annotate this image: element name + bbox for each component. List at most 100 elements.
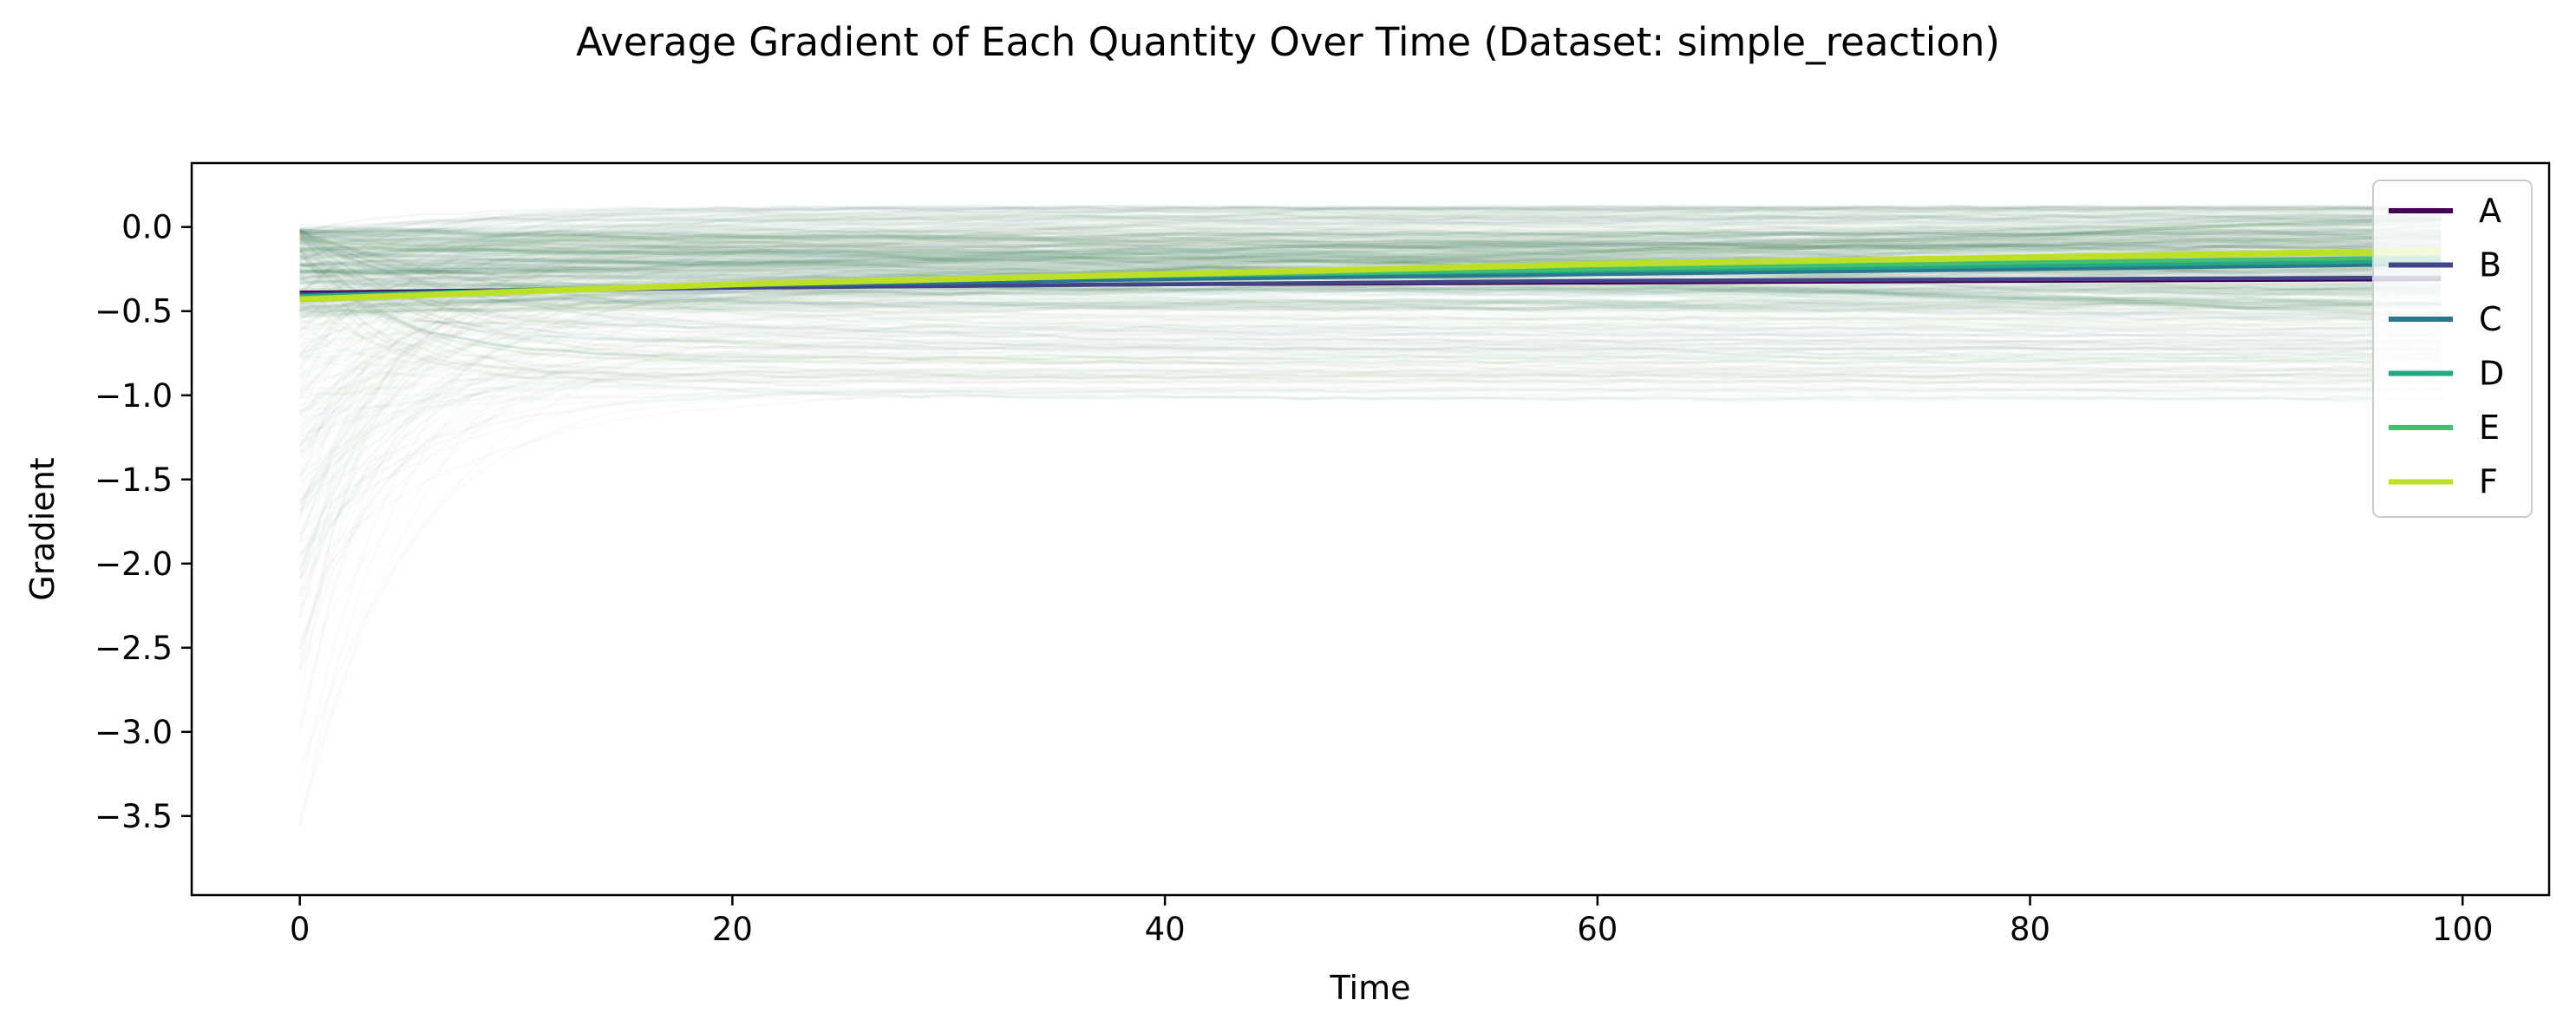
trajectory-line	[299, 231, 2442, 313]
trajectory-line	[299, 204, 2442, 244]
trajectory-line	[299, 236, 2442, 274]
trajectory-line	[299, 207, 2442, 237]
trajectory-line	[299, 287, 2442, 296]
trajectory-line	[299, 280, 2442, 305]
trajectory-line	[299, 232, 2442, 251]
trajectory-line	[298, 249, 2442, 335]
trajectory-line	[299, 225, 2442, 242]
trajectory-line	[299, 227, 2442, 244]
trajectory-line	[298, 231, 2442, 332]
trajectory-line	[299, 216, 2442, 262]
trajectory-line	[298, 243, 2442, 365]
trajectory-line	[299, 242, 2442, 312]
trajectory-line	[298, 253, 2442, 362]
trajectory-line	[299, 236, 2442, 293]
trajectory-line	[299, 206, 2442, 269]
trajectory-line	[299, 205, 2442, 241]
trajectory-line	[298, 274, 2442, 384]
legend-label-c: C	[2479, 300, 2502, 338]
trajectory-line	[299, 237, 2442, 260]
trajectory-line	[299, 300, 2442, 316]
trajectory-line	[299, 227, 2442, 268]
trajectory-line	[299, 229, 2442, 258]
trajectory-line	[299, 235, 2442, 275]
trajectory-line	[300, 389, 2442, 827]
trajectory-line	[299, 234, 2442, 243]
trajectory-line	[299, 239, 2442, 345]
trajectory-line	[299, 229, 2442, 247]
trajectory-line	[299, 226, 2442, 233]
y-tick-label: −0.5	[95, 293, 173, 330]
trajectory-line	[299, 237, 2442, 251]
trajectory-line	[299, 230, 2442, 240]
x-tick-label: 40	[1145, 911, 1186, 948]
trajectory-line	[299, 233, 2442, 332]
trajectory-line	[299, 226, 2442, 270]
trajectory-line	[299, 243, 2442, 258]
trajectory-line	[298, 249, 2442, 366]
trajectory-line	[299, 264, 2442, 306]
trajectory-line	[299, 231, 2442, 256]
trajectory-line	[299, 206, 2442, 262]
trajectory-line	[299, 219, 2442, 275]
trajectory-line	[298, 235, 2442, 343]
trajectory-line	[299, 268, 2442, 306]
trajectory-line	[299, 215, 2442, 236]
trajectory-line	[299, 292, 2442, 314]
y-axis: 0.0 −0.5 −1.0 −1.5 −2.0 −2.5 −3.0 −3.5	[95, 209, 192, 835]
trajectory-line	[299, 263, 2442, 322]
trajectory-line	[298, 231, 2442, 375]
trajectory-line	[298, 209, 2442, 297]
trajectory-line	[299, 264, 2442, 324]
trajectory-line	[299, 239, 2442, 291]
trajectory-line	[299, 299, 2442, 318]
trajectory-line	[299, 233, 2442, 252]
trajectory-line	[299, 228, 2442, 296]
trajectory-line	[299, 232, 2442, 293]
trajectory-bundle	[298, 204, 2442, 827]
trajectory-line	[298, 256, 2442, 365]
trajectory-line	[300, 396, 2442, 670]
trajectory-line	[299, 307, 2442, 344]
trajectory-line	[299, 232, 2442, 257]
trajectory-line	[299, 212, 2442, 282]
trajectory-line	[299, 236, 2442, 296]
trajectory-line	[299, 228, 2442, 311]
trajectory-line	[299, 248, 2442, 278]
trajectory-line	[299, 231, 2442, 241]
trajectory-line	[299, 239, 2442, 258]
trajectory-line	[298, 233, 2442, 351]
trajectory-line	[299, 216, 2442, 281]
y-tick-label: −2.5	[95, 630, 173, 667]
trajectory-line	[299, 221, 2442, 244]
trajectory-line	[299, 261, 2442, 385]
trajectory-line	[299, 229, 2442, 238]
trajectory-line	[298, 250, 2442, 385]
x-tick-label: 80	[2010, 911, 2050, 948]
series-line-f	[299, 247, 2442, 303]
trajectory-line	[299, 233, 2442, 274]
trajectory-line	[299, 212, 2442, 237]
trajectory-line	[299, 261, 2442, 308]
trajectory-line	[299, 212, 2442, 232]
trajectory-line	[299, 255, 2442, 267]
x-axis: 0 20 40 60 80 100	[290, 895, 2494, 948]
trajectory-line	[299, 230, 2442, 250]
trajectory-line	[298, 250, 2442, 380]
trajectory-line	[299, 262, 2442, 310]
trajectory-line	[299, 229, 2442, 267]
trajectory-line	[300, 389, 2442, 579]
trajectory-line	[299, 252, 2442, 308]
trajectory-line	[299, 290, 2442, 307]
trajectory-line	[299, 215, 2442, 232]
trajectory-line	[299, 232, 2442, 252]
trajectory-line	[298, 216, 2442, 294]
trajectory-line	[299, 228, 2442, 235]
plot-frame	[190, 161, 2551, 897]
y-tick-label: −3.5	[95, 798, 173, 835]
trajectory-line	[299, 301, 2442, 356]
trajectory-line	[299, 239, 2442, 253]
trajectory-line	[299, 230, 2442, 249]
trajectory-line	[298, 237, 2442, 330]
